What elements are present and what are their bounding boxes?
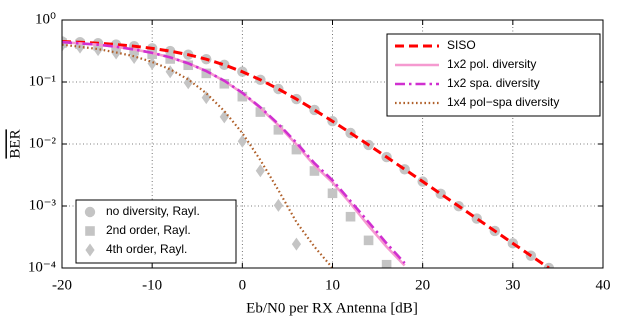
legend-box (386, 33, 601, 117)
marker (165, 45, 176, 57)
legend-label: 1x4 pol−spa diversity (447, 95, 559, 109)
x-tick-label: -10 (142, 277, 162, 293)
marker (165, 65, 175, 79)
marker (183, 60, 194, 71)
marker (183, 76, 193, 90)
x-axis-label: Eb/N0 per RX Antenna [dB] (246, 300, 418, 316)
marks (62, 36, 555, 268)
series-line (62, 40, 406, 264)
x-tick-label: -20 (52, 277, 72, 293)
y-tick-label: 10⁰ (35, 11, 56, 27)
legends: SISO 1x2 pol. diversity 1x2 spa. diversity… (75, 33, 601, 264)
y-tick-label: 10⁻⁴ (28, 259, 56, 275)
marker (543, 262, 555, 268)
legend-label: 1x2 pol. diversity (447, 57, 536, 71)
legend-box (75, 199, 237, 264)
marker (345, 211, 356, 222)
marker (201, 68, 212, 79)
marker (201, 91, 211, 105)
marker (93, 43, 103, 57)
marker (363, 235, 374, 246)
marker (381, 259, 392, 268)
legend-label: no diversity, Rayl. (106, 204, 200, 218)
marker (237, 134, 247, 148)
y-tick-label: 10⁻¹ (29, 73, 56, 89)
marker (219, 110, 229, 124)
marker (85, 226, 95, 236)
marker (273, 125, 284, 135)
legend-label: SISO (447, 38, 476, 52)
x-tick-label: 40 (596, 277, 611, 293)
legend-label: 1x2 spa. diversity (447, 76, 540, 90)
marker (255, 164, 265, 178)
marker (309, 166, 320, 176)
x-tick-label: 20 (415, 277, 430, 293)
marker (255, 107, 266, 117)
x-tick-label: 0 (239, 277, 247, 293)
marker (219, 59, 230, 71)
marker (291, 144, 302, 155)
x-tick-label: 30 (505, 277, 520, 293)
x-tick-label: 10 (325, 277, 340, 293)
marker (84, 206, 96, 218)
series-line (62, 39, 550, 268)
marker (147, 49, 157, 60)
marker (273, 198, 283, 212)
legend: no diversity, Rayl. 2nd order, Rayl. 4th o… (75, 199, 237, 264)
y-tick-label: 10⁻³ (29, 197, 57, 213)
legend-label: 4th order, Rayl. (106, 242, 187, 256)
series-line (62, 43, 334, 268)
marker (327, 188, 338, 199)
marker (291, 237, 302, 251)
marker (129, 50, 139, 64)
marker (219, 78, 230, 89)
marker (237, 91, 248, 102)
y-axis-label: BER (7, 129, 23, 158)
legend-label: 2nd order, Rayl. (106, 223, 191, 237)
legend: SISO 1x2 pol. diversity 1x2 spa. diversity… (386, 33, 601, 117)
marker (165, 54, 175, 64)
y-tick-label: 10⁻² (29, 135, 57, 151)
marker (85, 243, 95, 257)
